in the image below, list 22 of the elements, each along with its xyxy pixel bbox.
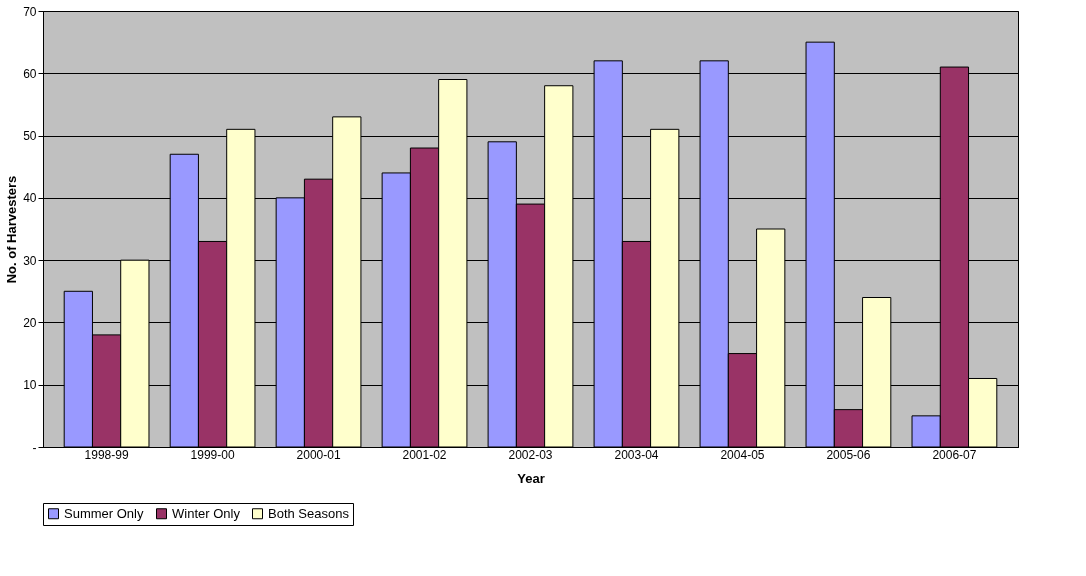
- legend-label: Winter Only: [172, 505, 241, 521]
- x-tick-label: 2004-05: [720, 447, 765, 462]
- x-tick-label: 1999-00: [190, 447, 235, 462]
- legend-label: Both Seasons: [268, 505, 350, 521]
- y-axis-title: No. of Harvesters: [4, 175, 20, 284]
- x-tick-label: 2005-06: [826, 447, 871, 462]
- y-tick-label: 70: [23, 4, 37, 19]
- x-tick-label: 2003-04: [614, 447, 659, 462]
- y-tick-label: -: [32, 440, 37, 455]
- x-tick-label: 2001-02: [402, 447, 447, 462]
- y-tick-label: 20: [23, 315, 37, 330]
- y-tick-label: 60: [23, 66, 37, 81]
- x-tick-label: 2006-07: [932, 447, 977, 462]
- legend-label: Summer Only: [64, 505, 144, 521]
- x-tick-label: 2000-01: [296, 447, 341, 462]
- y-tick-label: 10: [23, 378, 37, 393]
- y-tick-label: 30: [23, 253, 37, 268]
- y-tick-label: 40: [23, 191, 37, 206]
- x-axis-title: Year: [517, 470, 545, 486]
- y-tick-label: 50: [23, 129, 37, 144]
- x-tick-label: 1998-99: [84, 447, 129, 462]
- x-tick-label: 2002-03: [508, 447, 553, 462]
